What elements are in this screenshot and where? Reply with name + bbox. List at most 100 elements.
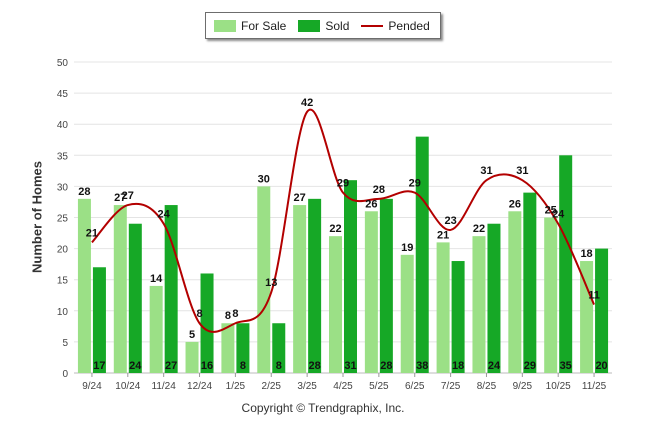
bar-for-sale[interactable] [508, 211, 522, 373]
bar-sold[interactable] [379, 198, 393, 373]
label-pended: 31 [480, 165, 492, 177]
y-tick-label: 15 [57, 276, 69, 287]
bar-for-sale[interactable] [185, 341, 199, 373]
bar-for-sale[interactable] [113, 205, 127, 373]
x-tick-label: 11/24 [152, 381, 177, 392]
label-sold: 28 [380, 360, 392, 372]
legend-item-sold[interactable]: Sold [298, 19, 349, 33]
bar-for-sale[interactable] [257, 186, 271, 373]
legend-label-pended: Pended [388, 18, 430, 33]
bar-sold[interactable] [128, 223, 142, 373]
label-pended: 13 [265, 277, 277, 289]
copyright: Copyright © Trendgraphix, Inc. [241, 401, 405, 415]
label-pended: 29 [337, 178, 349, 190]
label-for-sale: 30 [258, 173, 270, 185]
data-labels: 2817272414275168830827282231262819382118… [78, 97, 607, 372]
x-tick-label: 10/24 [115, 381, 140, 392]
label-sold: 20 [595, 360, 607, 372]
bar-for-sale[interactable] [77, 198, 91, 373]
label-sold: 24 [488, 360, 501, 372]
label-pended: 24 [158, 209, 171, 221]
y-tick-label: 40 [57, 120, 69, 131]
y-tick-label: 5 [62, 338, 68, 349]
pended-line[interactable] [91, 108, 595, 333]
bar-for-sale[interactable] [221, 323, 235, 373]
label-for-sale: 14 [150, 273, 163, 285]
label-sold: 18 [452, 360, 464, 372]
label-sold: 35 [560, 360, 572, 372]
label-sold: 17 [93, 360, 105, 372]
label-pended: 11 [588, 290, 600, 302]
bar-sold[interactable] [559, 155, 573, 373]
label-pended: 28 [373, 184, 385, 196]
x-tick-label: 8/25 [477, 381, 497, 392]
legend-item-for-sale[interactable]: For Sale [214, 19, 286, 33]
bar-for-sale[interactable] [364, 211, 378, 373]
bar-sold[interactable] [344, 180, 357, 373]
label-sold: 27 [165, 360, 177, 372]
sold-swatch [298, 19, 321, 32]
label-for-sale: 22 [473, 223, 485, 235]
label-sold: 31 [344, 360, 356, 372]
bars [77, 136, 609, 374]
label-for-sale: 28 [78, 186, 90, 198]
y-tick-label: 30 [57, 182, 69, 193]
x-tick-label: 10/25 [546, 381, 571, 392]
bar-sold[interactable] [236, 323, 250, 373]
y-tick-label: 20 [57, 245, 69, 256]
label-sold: 8 [240, 360, 246, 372]
bar-sold[interactable] [415, 136, 429, 373]
bar-for-sale[interactable] [293, 205, 307, 373]
label-pended: 8 [196, 308, 202, 320]
legend-label-sold: Sold [325, 18, 350, 33]
bar-sold[interactable] [451, 261, 465, 373]
x-tick-label: 9/25 [513, 381, 533, 392]
bar-sold[interactable] [308, 198, 322, 373]
bar-for-sale[interactable] [329, 236, 342, 373]
x-tick-label: 3/25 [297, 381, 317, 392]
label-sold: 38 [416, 360, 428, 372]
y-tick-label: 50 [57, 58, 69, 69]
label-for-sale: 19 [401, 242, 413, 254]
label-pended: 8 [232, 308, 238, 320]
x-tick-label: 9/24 [82, 381, 102, 392]
bar-sold[interactable] [523, 192, 537, 373]
legend-label-for-sale: For Sale [241, 18, 287, 33]
y-tick-label: 25 [57, 214, 69, 225]
legend-item-pended[interactable]: Pended [361, 18, 430, 33]
label-for-sale: 22 [329, 223, 341, 235]
label-for-sale: 27 [114, 192, 126, 204]
bar-for-sale[interactable] [580, 261, 594, 373]
y-tick-label: 0 [62, 369, 68, 380]
label-for-sale: 21 [437, 229, 449, 241]
bar-sold[interactable] [272, 323, 286, 373]
label-pended: 24 [552, 209, 565, 221]
x-tick-label: 6/25 [405, 381, 425, 392]
label-for-sale: 8 [225, 310, 231, 322]
y-tick-label: 10 [57, 307, 69, 318]
x-tick-label: 2/25 [262, 381, 282, 392]
label-sold: 28 [309, 360, 321, 372]
grid [74, 61, 612, 374]
bar-for-sale[interactable] [400, 254, 414, 373]
pended-line-layer [91, 108, 595, 333]
bar-for-sale[interactable] [472, 236, 486, 373]
bar-sold[interactable] [200, 273, 214, 373]
bar-sold[interactable] [487, 223, 501, 373]
bar-for-sale[interactable] [544, 217, 558, 374]
x-tick-label: 11/25 [582, 381, 607, 392]
bar-for-sale[interactable] [149, 285, 163, 373]
bar-sold[interactable] [595, 248, 609, 373]
x-tick-label: 12/24 [187, 381, 212, 392]
y-axis-label: Number of Homes [29, 161, 45, 273]
label-pended: 27 [122, 190, 134, 202]
label-for-sale: 26 [365, 198, 377, 210]
bar-sold[interactable] [164, 205, 178, 373]
label-sold: 29 [524, 360, 536, 372]
bar-sold[interactable] [92, 267, 106, 373]
x-tick-label: 4/25 [333, 381, 353, 392]
x-axis-ticks: 9/24 10/24 11/24 12/24 1/25 2/25 3/25 4/25 5/25 6… [82, 373, 607, 392]
bar-for-sale[interactable] [436, 242, 450, 373]
label-pended: 29 [409, 178, 421, 190]
